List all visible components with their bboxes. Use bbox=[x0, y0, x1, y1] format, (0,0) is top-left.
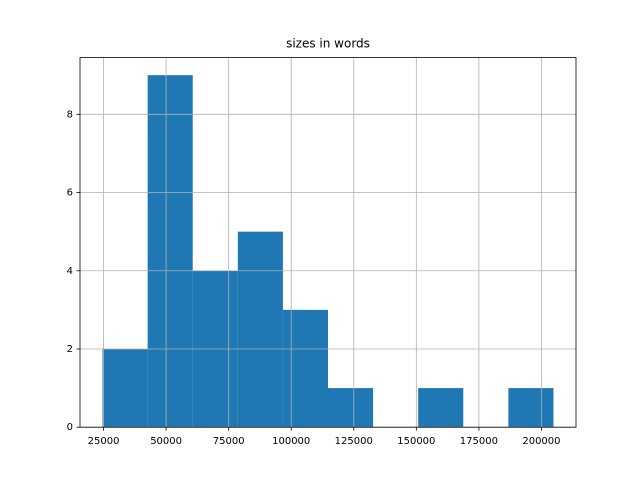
x-tick-label: 150000 bbox=[397, 436, 435, 447]
plot-frame bbox=[79, 57, 577, 428]
bar bbox=[147, 75, 193, 428]
y-tick-label: 2 bbox=[67, 344, 73, 355]
y-tick-label: 8 bbox=[67, 109, 73, 120]
bar bbox=[328, 388, 374, 428]
bar bbox=[508, 388, 554, 428]
y-tick-label: 6 bbox=[67, 188, 73, 199]
x-tick-label: 75000 bbox=[213, 436, 245, 447]
chart-title: sizes in words bbox=[286, 37, 370, 51]
bar bbox=[418, 388, 464, 428]
x-tick-label: 50000 bbox=[150, 436, 182, 447]
bar bbox=[237, 231, 283, 428]
x-tick-label: 175000 bbox=[460, 436, 498, 447]
bar bbox=[282, 309, 328, 428]
y-tick-label: 4 bbox=[67, 266, 73, 277]
x-tick-label: 125000 bbox=[335, 436, 373, 447]
bar bbox=[102, 348, 148, 428]
x-tick-label: 100000 bbox=[272, 436, 310, 447]
x-tick-label: 25000 bbox=[88, 436, 120, 447]
y-tick-label: 0 bbox=[67, 422, 73, 433]
x-tick-label: 200000 bbox=[522, 436, 560, 447]
